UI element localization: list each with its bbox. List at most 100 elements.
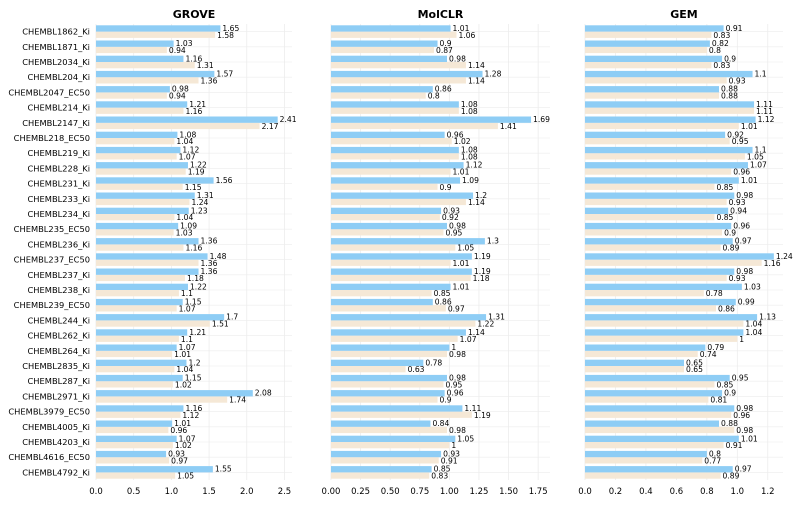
- grove-bar-primary: [96, 25, 221, 32]
- grove-bar-primary: [96, 70, 215, 78]
- molclr-bar-secondary: [331, 366, 406, 373]
- grove-bar-primary: [96, 435, 177, 442]
- grove-bar-secondary: [96, 46, 167, 54]
- molclr-bar-secondary: [331, 198, 466, 206]
- gem-value-label-primary: 0.8: [709, 450, 721, 459]
- grove-xtick-label: 1.5: [202, 487, 216, 497]
- gem-value-label-secondary: 0.8: [709, 46, 721, 55]
- grove-bar-primary: [96, 177, 214, 184]
- grove-value-label-secondary: 1.24: [191, 198, 208, 207]
- grove-bar-primary: [96, 268, 199, 275]
- molclr-value-label-secondary: 0.92: [442, 213, 459, 222]
- gem-bar-primary: [585, 329, 744, 336]
- molclr-bar-primary: [331, 420, 431, 427]
- molclr-value-label-secondary: 0.85: [434, 289, 451, 298]
- gem-bar-primary: [585, 435, 739, 442]
- gem-bar-primary: [585, 177, 739, 184]
- grove-bar-primary: [96, 116, 278, 123]
- molclr-bar-secondary: [331, 31, 457, 38]
- grove-bar-secondary: [96, 366, 175, 373]
- gem-value-label-primary: 0.97: [735, 465, 752, 474]
- molclr-value-label-primary: 1.31: [488, 313, 505, 322]
- gem-value-label-primary: 1.01: [741, 176, 758, 185]
- category-label: CHEMBL219_Ki: [28, 148, 90, 158]
- molclr-value-label-secondary: 0.8: [428, 92, 440, 101]
- grove-bar-secondary: [96, 168, 186, 175]
- molclr-bar-primary: [331, 70, 483, 78]
- grove-value-label-secondary: 1.19: [188, 168, 205, 177]
- grove-value-label-secondary: 1.36: [201, 76, 218, 85]
- gem-bar-secondary: [585, 274, 727, 282]
- gem-bar-primary: [585, 70, 753, 78]
- grove-bar-primary: [96, 420, 173, 427]
- gem-value-label-primary: 0.94: [730, 206, 747, 215]
- molclr-bar-secondary: [331, 229, 444, 236]
- molclr-bar-primary: [331, 116, 532, 123]
- grove-bar-secondary: [96, 122, 260, 130]
- grove-panel-title: GROVE: [173, 8, 216, 21]
- gem-bar-secondary: [585, 214, 715, 221]
- molclr-panel-title: MolCLR: [418, 8, 464, 21]
- category-label: CHEMBL4792_Ki: [22, 467, 90, 477]
- molclr-value-label-primary: 1.08: [461, 146, 478, 155]
- gem-value-label-secondary: 0.74: [700, 350, 717, 359]
- grove-value-label-secondary: 1.16: [185, 107, 202, 116]
- grove-bar-secondary: [96, 214, 175, 221]
- grove-value-label-secondary: 1.02: [175, 441, 192, 450]
- grove-value-label-primary: 1.7: [226, 313, 238, 322]
- grove-value-label-primary: 1.21: [189, 328, 206, 337]
- grove-value-label-secondary: 1.18: [187, 274, 204, 283]
- molclr-value-label-primary: 0.86: [435, 298, 452, 307]
- grove-value-label-primary: 1.15: [185, 374, 202, 383]
- grove-bar-secondary: [96, 381, 173, 388]
- category-label: CHEMBL2047_EC50: [8, 87, 90, 97]
- gem-value-label-secondary: 1.05: [747, 152, 764, 161]
- gem-value-label-secondary: 0.85: [716, 213, 733, 222]
- category-label: CHEMBL2147_Ki: [22, 118, 90, 128]
- molclr-value-label-secondary: 0.9: [440, 396, 452, 405]
- gem-value-label-secondary: 0.93: [729, 76, 746, 85]
- grove-value-label-secondary: 1.15: [185, 183, 202, 192]
- molclr-bar-primary: [331, 329, 466, 336]
- grove-value-label-secondary: 1.04: [176, 213, 193, 222]
- category-label: CHEMBL3979_EC50: [8, 407, 90, 417]
- grove-bar-primary: [96, 405, 184, 412]
- gem-value-label-primary: 1.1: [755, 146, 767, 155]
- gem-value-label-secondary: 0.65: [686, 365, 703, 374]
- molclr-value-label-primary: 0.98: [449, 222, 466, 231]
- grove-value-label-secondary: 1.51: [212, 320, 229, 329]
- gem-value-label-secondary: 0.88: [721, 92, 738, 101]
- grove-value-label-primary: 1.31: [197, 191, 214, 200]
- gem-bar-secondary: [585, 168, 732, 175]
- molclr-bar-primary: [331, 253, 472, 260]
- molclr-value-label-primary: 1.01: [453, 24, 470, 33]
- gem-bar-primary: [585, 40, 710, 47]
- category-label: CHEMBL2835_Ki: [22, 361, 90, 371]
- gem-value-label-secondary: 0.83: [713, 31, 730, 40]
- category-label: CHEMBL204_Ki: [28, 72, 90, 82]
- molclr-xtick-label: 1.75: [529, 487, 548, 497]
- molclr-value-label-primary: 0.84: [432, 419, 449, 428]
- gem-value-label-primary: 1.13: [759, 313, 776, 322]
- grove-value-label-secondary: 1.03: [176, 228, 193, 237]
- grove-bar-secondary: [96, 350, 173, 358]
- molclr-value-label-secondary: 1.14: [468, 61, 485, 70]
- molclr-xtick-label: 1.25: [470, 487, 489, 497]
- gem-value-label-primary: 0.96: [733, 222, 750, 231]
- gem-bar-primary: [585, 146, 753, 154]
- grove-value-label-primary: 1.36: [201, 237, 218, 246]
- molclr-bar-secondary: [331, 381, 444, 388]
- molclr-value-label-primary: 0.98: [449, 374, 466, 383]
- molclr-bar-primary: [331, 405, 463, 412]
- gem-value-label-primary: 1.01: [741, 434, 758, 443]
- molclr-bar-primary: [331, 131, 445, 138]
- molclr-bar-secondary: [331, 168, 451, 175]
- molclr-bar-primary: [331, 86, 433, 93]
- molclr-bar-secondary: [331, 274, 471, 282]
- grove-bar-secondary: [96, 183, 183, 190]
- gem-bar-secondary: [585, 62, 712, 69]
- molclr-value-label-secondary: 0.97: [448, 304, 465, 313]
- grove-bar-primary: [96, 192, 195, 199]
- gem-bar-secondary: [585, 366, 684, 373]
